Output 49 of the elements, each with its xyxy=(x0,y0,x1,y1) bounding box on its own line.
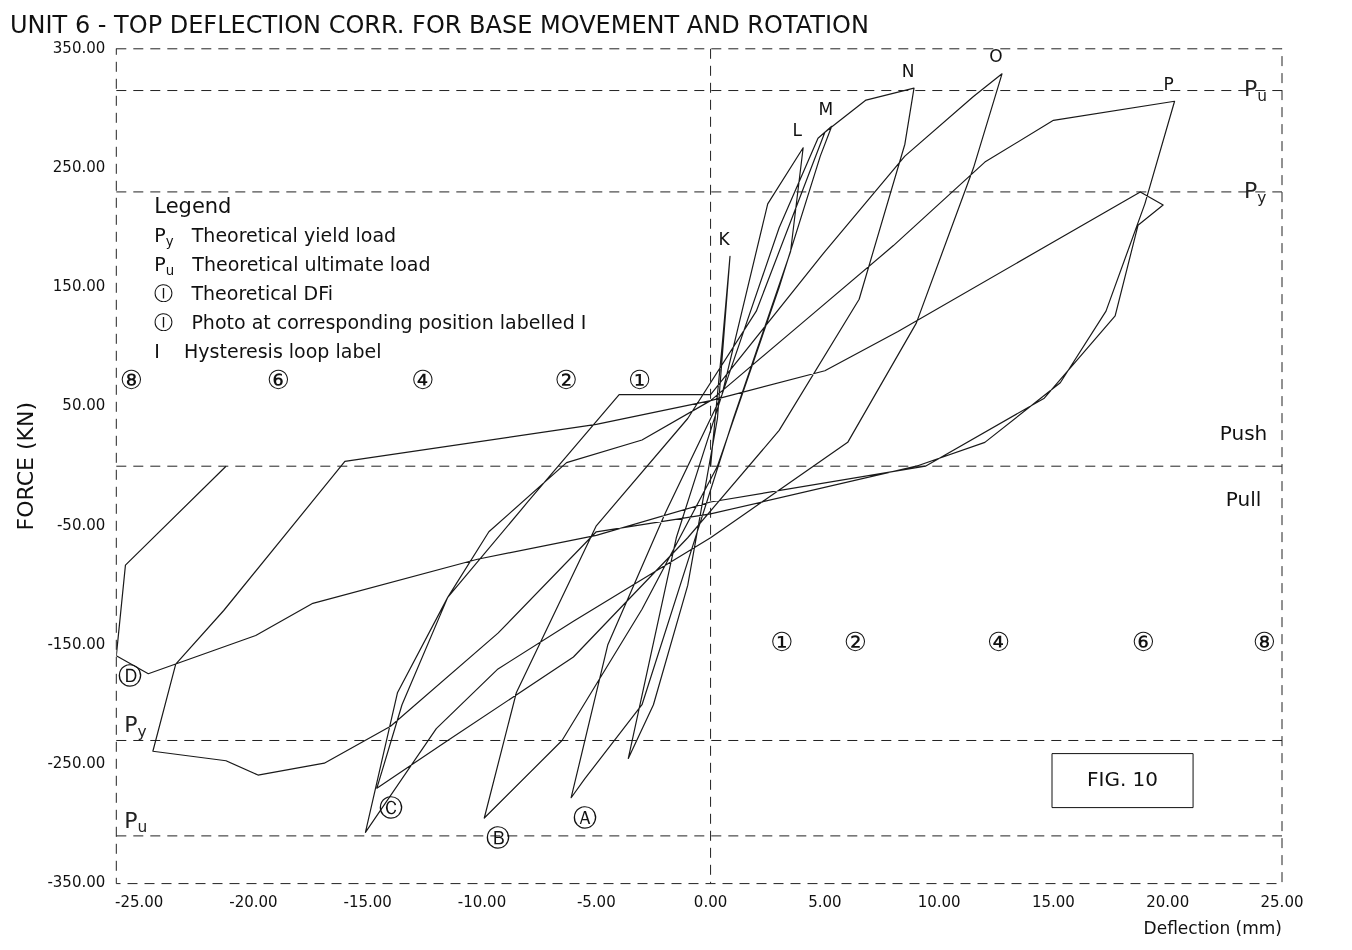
annotation: ⑧ xyxy=(1252,626,1277,657)
x-tick-label: 20.00 xyxy=(1146,893,1190,912)
y-tick-label: -150.00 xyxy=(47,634,106,653)
y-tick-label: 50.00 xyxy=(62,396,106,415)
y-tick-label: 250.00 xyxy=(52,157,106,176)
annotation: M xyxy=(818,98,834,119)
x-tick-label: 15.00 xyxy=(1031,893,1075,912)
annotation: Push xyxy=(1219,420,1268,445)
annotation: ① xyxy=(770,626,794,657)
x-tick-label: -5.00 xyxy=(576,893,616,912)
y-tick-label: -250.00 xyxy=(47,754,106,773)
annotation: ④ xyxy=(987,626,1011,657)
annotation: ⑥ xyxy=(1131,626,1155,657)
annotation: ② xyxy=(843,626,868,657)
x-tick-label: 25.00 xyxy=(1260,893,1304,912)
annotation: O xyxy=(989,46,1003,67)
y-tick-label: -350.00 xyxy=(47,873,106,892)
annotation: N xyxy=(901,60,915,81)
annotation: ④ xyxy=(411,365,435,396)
y-tick-label: -50.00 xyxy=(56,515,106,534)
annotation: Ⓘ Photo at corresponding position labelled I xyxy=(154,311,587,334)
y-axis-title: FORCE (KN) xyxy=(12,401,38,531)
chart-title: UNIT 6 - TOP DEFLECTION CORR. FOR BASE MOVEMENT AND ROTATION xyxy=(10,10,869,39)
x-tick-label: -15.00 xyxy=(343,893,392,912)
annotation: I Hysteresis loop label xyxy=(154,340,382,363)
x-tick-label: 0.00 xyxy=(693,893,728,912)
x-axis-title: Deflection (mm) xyxy=(1143,918,1282,939)
annotation: Ⓓ xyxy=(118,662,143,691)
annotation: ⑧ xyxy=(119,365,144,396)
x-tick-label: 10.00 xyxy=(917,893,961,912)
annotation: ② xyxy=(554,365,578,396)
x-tick-label: -25.00 xyxy=(114,893,164,912)
x-tick-label: 5.00 xyxy=(808,893,842,912)
x-tick-label: -10.00 xyxy=(457,893,507,912)
annotation: P xyxy=(1163,73,1174,94)
annotation: K xyxy=(718,228,731,249)
y-tick-label: 150.00 xyxy=(52,277,106,296)
x-tick-label: -20.00 xyxy=(229,893,278,912)
annotation: Ⓑ xyxy=(486,824,511,853)
annotation: Legend xyxy=(154,193,232,218)
annotation: L xyxy=(792,120,803,141)
annotation: FIG. 10 xyxy=(1087,766,1159,791)
annotation: ⑥ xyxy=(266,365,290,396)
annotation: ① xyxy=(628,365,652,396)
annotation: Ⓒ xyxy=(378,794,403,823)
annotation: Ⓐ xyxy=(573,803,598,832)
annotation: Ⓘ Theoretical DFi xyxy=(154,282,334,304)
annotation: Pull xyxy=(1225,487,1262,512)
y-tick-label: 350.00 xyxy=(52,38,106,57)
